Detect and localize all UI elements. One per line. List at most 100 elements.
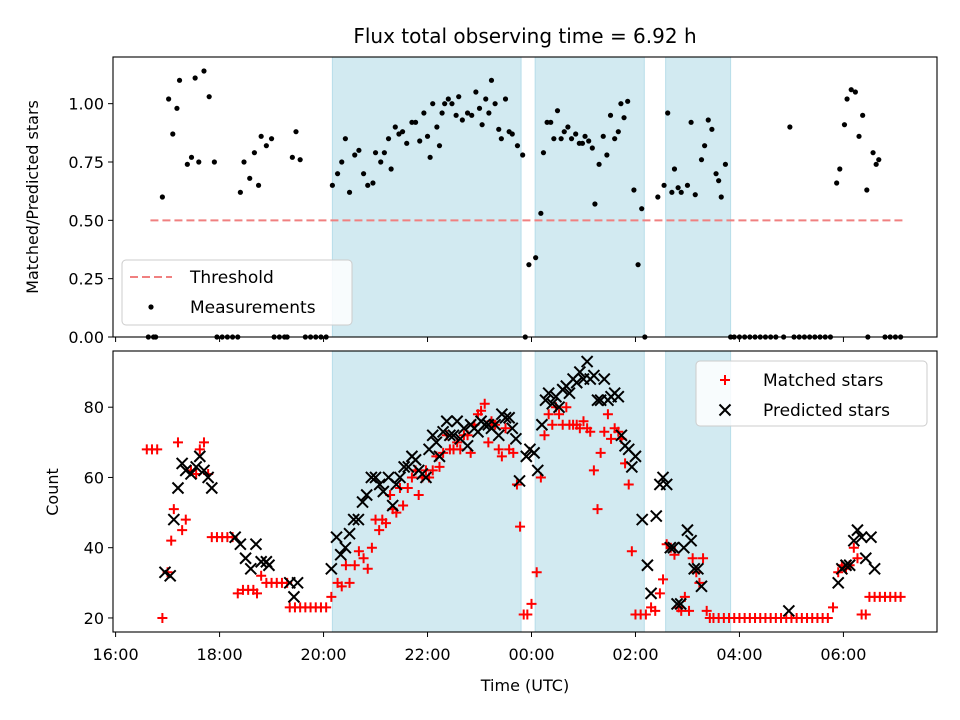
predicted-point — [664, 541, 677, 554]
predicted-point — [506, 422, 519, 435]
measurement-point — [702, 143, 708, 149]
measurement-point — [787, 124, 793, 130]
matched-point — [336, 581, 347, 592]
measurement-point — [848, 87, 854, 93]
predicted-point — [377, 485, 390, 498]
measurement-point — [297, 157, 303, 163]
matched-point — [177, 525, 188, 536]
predicted-point — [386, 499, 399, 512]
predicted-point — [509, 432, 523, 446]
measurement-point — [352, 152, 358, 158]
predicted-point — [163, 569, 177, 583]
matched-point — [402, 482, 413, 493]
measurement-point — [247, 175, 253, 181]
predicted-point — [580, 355, 594, 368]
predicted-point — [598, 372, 611, 386]
measurement-point — [372, 150, 379, 156]
predicted-point — [650, 509, 663, 523]
count-legend: Matched stars Predicted stars — [695, 360, 928, 427]
measurement-point — [837, 166, 843, 172]
measurement-point — [698, 157, 705, 163]
predicted-point — [461, 439, 474, 453]
matched-point — [483, 437, 494, 448]
matched-point — [326, 591, 337, 602]
matched-points — [141, 398, 906, 623]
measurement-point — [370, 180, 376, 186]
x-tick-label: 06:00 — [820, 645, 866, 664]
measurement-point — [486, 110, 492, 116]
measurement-point — [586, 138, 592, 144]
predicted-point — [339, 541, 352, 554]
matched-point — [623, 479, 634, 490]
predicted-point — [832, 576, 845, 590]
measurement-point — [346, 189, 353, 195]
measurement-point — [159, 194, 165, 200]
measurement-point — [669, 189, 675, 195]
time-x-label: Time (UTC) — [480, 676, 569, 695]
measurement-point — [589, 145, 595, 151]
matched-point — [531, 567, 542, 578]
measurement-point — [268, 136, 275, 142]
y-tick-label: 80 — [84, 398, 104, 417]
predicted-point — [539, 393, 552, 407]
y-tick-label: 20 — [84, 609, 104, 628]
observing-bands — [331, 56, 732, 338]
predicted-point — [291, 576, 304, 590]
x-tick-label: 02:00 — [612, 645, 658, 664]
predicted-point — [859, 552, 872, 565]
matched-point — [694, 577, 705, 588]
predicted-point — [688, 562, 701, 575]
measurement-point — [625, 98, 631, 104]
matched-point — [340, 560, 351, 571]
measurement-point — [206, 94, 212, 100]
measurement-point — [604, 152, 610, 158]
measurement-point — [365, 182, 371, 188]
predicted-point — [330, 530, 343, 544]
y-tick-label: 0.75 — [68, 153, 104, 172]
predicted-point — [171, 481, 185, 495]
predicted-point — [426, 429, 439, 442]
matched-point — [344, 577, 355, 588]
matched-point — [848, 542, 859, 553]
measurement-point — [841, 122, 848, 128]
measurement-point — [496, 126, 502, 132]
y-tick-label: 1.00 — [68, 95, 104, 114]
matched-point — [198, 437, 209, 448]
measurement-point — [427, 154, 433, 160]
predicted-point — [520, 450, 533, 463]
measurement-point — [612, 136, 618, 142]
ratio-y-label: Matched/Predicted stars — [23, 100, 42, 294]
measurement-point — [533, 255, 539, 261]
matched-point — [654, 588, 665, 599]
predicted-point — [681, 523, 694, 537]
predicted-point — [591, 393, 604, 407]
measurement-point — [166, 96, 172, 102]
matched-point — [543, 409, 554, 420]
matched-point — [547, 419, 558, 430]
measurement-point — [860, 112, 866, 118]
measurement-point — [385, 136, 392, 142]
predicted-point — [573, 365, 587, 379]
measurement-point — [558, 136, 564, 142]
measurement-point — [716, 178, 722, 184]
ratio-panel: 0.00 0.25 0.50 0.75 1.00 Matched/Predicted s… — [23, 56, 938, 347]
measurement-point — [639, 206, 645, 212]
measurement-point — [615, 129, 621, 135]
matched-point — [166, 535, 177, 546]
predicted-point — [629, 450, 642, 463]
measurement-point — [488, 77, 495, 83]
observing-band — [331, 350, 522, 633]
x-tick-label: 00:00 — [508, 645, 554, 664]
ratio-axes-frame — [112, 56, 938, 338]
measurement-point — [329, 182, 335, 188]
time-x-ticks: 16:00 18:00 20:00 22:00 00:00 02:00 04:00 06:00 — [93, 632, 866, 664]
measurement-point — [436, 143, 443, 149]
matched-point — [168, 504, 179, 515]
measurement-point — [713, 171, 719, 177]
legend-matched-marker — [720, 375, 730, 385]
measurement-point — [661, 182, 667, 188]
predicted-point — [184, 467, 198, 481]
predicted-point — [570, 376, 583, 389]
observing-band — [331, 56, 522, 338]
matched-point — [413, 490, 424, 501]
